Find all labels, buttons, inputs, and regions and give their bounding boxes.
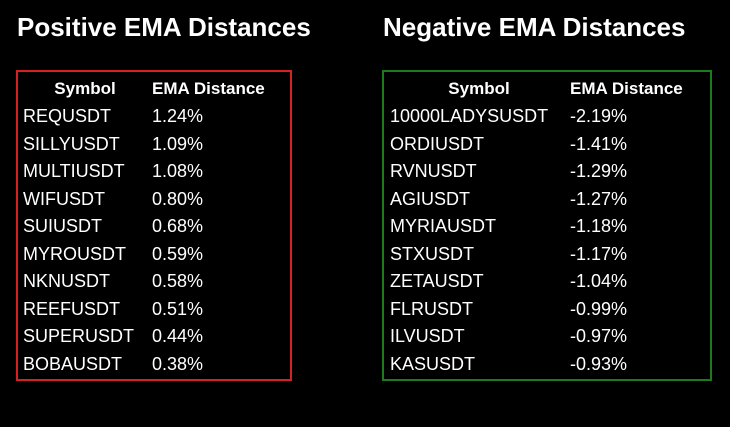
panel-title: Positive EMA Distances xyxy=(17,12,311,42)
symbol-cell: MYROUSDT xyxy=(23,243,126,264)
value-cell: -0.93% xyxy=(570,353,628,374)
value-cell: 0.59% xyxy=(152,243,204,264)
symbol-cell: ZETAUSDT xyxy=(390,271,484,291)
value-cell: -2.19% xyxy=(570,106,628,126)
column-header: EMA Distance xyxy=(570,79,683,98)
value-cell: -1.41% xyxy=(570,133,628,154)
value-cell: -0.99% xyxy=(570,298,628,319)
value-cell: 0.68% xyxy=(152,216,204,236)
symbol-cell: SUPERUSDT xyxy=(23,326,135,346)
value-cell: 0.38% xyxy=(152,353,204,374)
symbol-cell: SILLYUSDT xyxy=(23,133,120,154)
symbol-cell: BOBAUSDT xyxy=(23,353,123,374)
symbol-cell: NKNUSDT xyxy=(23,271,111,291)
value-cell: -1.18% xyxy=(570,216,628,236)
value-cell: -1.29% xyxy=(570,161,628,181)
value-cell: 0.51% xyxy=(152,298,204,319)
column-header: Symbol xyxy=(54,79,116,98)
value-cell: -1.27% xyxy=(570,188,628,209)
symbol-cell: WIFUSDT xyxy=(23,188,105,209)
panel-title: Negative EMA Distances xyxy=(383,12,686,42)
table-frame xyxy=(382,70,712,381)
value-cell: 0.58% xyxy=(152,271,204,291)
value-cell: -1.04% xyxy=(570,271,628,291)
symbol-cell: STXUSDT xyxy=(390,243,475,264)
value-cell: 1.09% xyxy=(152,133,204,154)
value-cell: -0.97% xyxy=(570,326,628,346)
column-header: Symbol xyxy=(448,79,510,98)
table-frame xyxy=(16,70,292,381)
symbol-cell: AGIUSDT xyxy=(390,188,471,209)
value-cell: 0.80% xyxy=(152,188,204,209)
symbol-cell: SUIUSDT xyxy=(23,216,103,236)
symbol-cell: RVNUSDT xyxy=(390,161,477,181)
column-header: EMA Distance xyxy=(152,79,265,98)
value-cell: 0.44% xyxy=(152,326,204,346)
symbol-cell: MULTIUSDT xyxy=(23,161,125,181)
symbol-cell: FLRUSDT xyxy=(390,298,474,319)
symbol-cell: REQUSDT xyxy=(23,106,112,126)
value-cell: -1.17% xyxy=(570,243,628,264)
symbol-cell: KASUSDT xyxy=(390,353,476,374)
symbol-cell: ILVUSDT xyxy=(390,326,465,346)
symbol-cell: MYRIAUSDT xyxy=(390,216,497,236)
symbol-cell: REEFUSDT xyxy=(23,298,121,319)
value-cell: 1.24% xyxy=(152,106,204,126)
symbol-cell: ORDIUSDT xyxy=(390,133,484,154)
value-cell: 1.08% xyxy=(152,161,204,181)
symbol-cell: 10000LADYSUSDT xyxy=(390,106,549,126)
